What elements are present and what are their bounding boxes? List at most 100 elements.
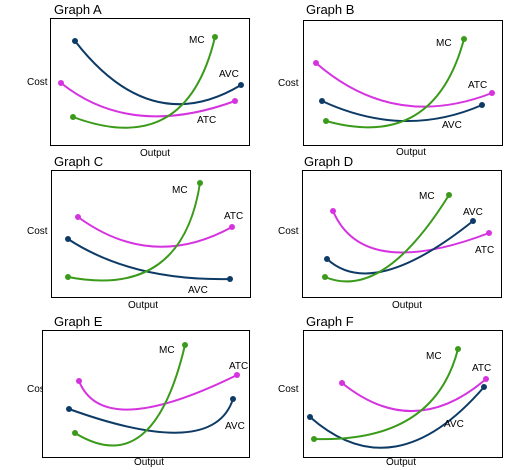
graph-b-ylabel: Cost: [278, 78, 299, 89]
graph-c-atc-start-dot: [75, 214, 81, 220]
graph-c-atc-label: ATC: [224, 211, 243, 222]
graph-d-svg: MC AVC ATC: [322, 191, 494, 283]
graph-e-panel: Graph E Cost MC ATC AVC Output: [0, 312, 252, 470]
graph-f-panel: Graph F Cost MC ATC AVC Output: [250, 312, 505, 470]
graph-c-svg: MC ATC AVC: [65, 180, 243, 296]
graph-f-atc-curve: [341, 378, 487, 412]
graph-f-xlabel: Output: [386, 457, 417, 468]
graph-c-plot: MC ATC AVC: [51, 170, 251, 298]
graph-b-atc-end-dot: [489, 90, 495, 96]
graph-c-avc-curve: [67, 238, 231, 281]
graph-f-avc-curve: [309, 386, 485, 449]
graph-d-xlabel: Output: [392, 300, 423, 311]
graph-e-svg: MC ATC AVC: [66, 342, 248, 447]
graph-a-mc-end-dot: [212, 34, 218, 40]
graph-c-panel: Graph C Cost MC ATC AVC Output: [0, 152, 252, 312]
graph-e-atc-start-dot: [76, 378, 82, 384]
graph-b-mc-curve: [325, 38, 465, 129]
graph-c-xlabel: Output: [128, 300, 159, 311]
graph-e-plot: MC ATC AVC: [42, 330, 250, 458]
graph-b-avc-end-dot: [479, 102, 485, 108]
graph-c-mc-end-dot: [197, 180, 203, 186]
graph-f-atc-label: ATC: [472, 363, 491, 374]
graph-b-avc-label: AVC: [442, 120, 462, 131]
graph-e-avc-end-dot: [230, 396, 236, 402]
graph-f-mc-end-dot: [455, 346, 461, 352]
graph-d-plot: MC AVC ATC: [302, 170, 502, 298]
graph-d-avc-start-dot: [324, 256, 330, 262]
graph-d-atc-label: ATC: [475, 245, 494, 256]
graph-a-ylabel: Cost: [27, 77, 48, 88]
graph-d-mc-label: MC: [419, 191, 435, 202]
graph-b-atc-start-dot: [313, 60, 319, 66]
graph-a-panel: Graph A Cost MC AVC ATC Output: [0, 0, 250, 160]
graph-f-title: Graph F: [306, 314, 354, 329]
graph-c-atc-curve: [77, 216, 233, 248]
graph-e-avc-label: AVC: [225, 421, 245, 432]
graph-d-mc-curve: [324, 194, 450, 283]
graph-a-plot: MC AVC ATC: [50, 18, 250, 146]
graph-f-mc-start-dot: [311, 436, 317, 442]
graph-b-panel: Graph B Cost MC ATC AVC Output: [250, 0, 505, 160]
graph-c-mc-label: MC: [172, 185, 188, 196]
graph-a-avc-start-dot: [72, 38, 78, 44]
graph-c-avc-label: AVC: [188, 285, 208, 296]
graph-b-atc-curve: [315, 62, 493, 108]
graph-a-avc-curve: [74, 40, 242, 106]
graph-d-title: Graph D: [304, 154, 354, 169]
graph-e-avc-curve: [68, 398, 234, 434]
graph-e-ylabel: Cost: [27, 384, 48, 395]
graph-f-atc-start-dot: [339, 380, 345, 386]
graph-e-atc-label: ATC: [229, 361, 248, 372]
graph-c-avc-start-dot: [65, 236, 71, 242]
graph-d-atc-end-dot: [486, 230, 492, 236]
graph-c-mc-curve: [67, 182, 201, 282]
graph-b-mc-end-dot: [461, 36, 467, 42]
graph-a-svg: MC AVC ATC: [58, 34, 244, 129]
graph-a-avc-end-dot: [238, 82, 244, 88]
graph-d-panel: Graph D Cost MC AVC ATC Output: [250, 152, 505, 314]
graph-b-svg: MC ATC AVC: [313, 36, 495, 131]
graph-d-mc-start-dot: [322, 274, 328, 280]
graph-f-atc-end-dot: [483, 376, 489, 382]
graph-e-atc-end-dot: [234, 372, 240, 378]
graph-a-avc-label: AVC: [219, 69, 239, 80]
graph-a-mc-label: MC: [189, 35, 205, 46]
graph-e-atc-curve: [78, 374, 238, 411]
graph-e-mc-start-dot: [72, 430, 78, 436]
graph-a-atc-start-dot: [58, 80, 64, 86]
graph-d-avc-curve: [326, 220, 474, 275]
graph-a-atc-label: ATC: [197, 115, 216, 126]
graph-a-atc-end-dot: [232, 98, 238, 104]
graph-f-ylabel: Cost: [278, 384, 299, 395]
graph-e-mc-end-dot: [182, 342, 188, 348]
graph-d-avc-label: AVC: [463, 207, 483, 218]
graph-c-mc-start-dot: [65, 274, 71, 280]
graph-b-xlabel: Output: [396, 147, 427, 158]
graph-b-plot: MC ATC AVC: [303, 20, 503, 146]
graph-c-avc-end-dot: [227, 276, 233, 282]
graph-e-avc-start-dot: [66, 406, 72, 412]
graph-d-ylabel: Cost: [278, 226, 299, 237]
graph-a-mc-start-dot: [70, 114, 76, 120]
graph-b-avc-start-dot: [319, 98, 325, 104]
graph-a-xlabel: Output: [140, 148, 171, 159]
graph-f-mc-label: MC: [426, 351, 442, 362]
graph-d-mc-end-dot: [446, 192, 452, 198]
graph-b-title: Graph B: [306, 2, 355, 17]
graph-f-avc-end-dot: [481, 384, 487, 390]
graph-e-mc-curve: [74, 344, 186, 447]
graph-f-plot: MC ATC AVC: [303, 330, 503, 458]
graph-f-avc-start-dot: [307, 414, 313, 420]
graph-a-title: Graph A: [54, 2, 102, 17]
graph-d-atc-start-dot: [330, 208, 336, 214]
graph-e-xlabel: Output: [134, 457, 165, 468]
graph-e-title: Graph E: [54, 314, 103, 329]
graph-c-atc-end-dot: [229, 224, 235, 230]
graph-c-title: Graph C: [54, 154, 104, 169]
graph-f-svg: MC ATC AVC: [307, 346, 491, 449]
graph-a-atc-curve: [60, 82, 236, 118]
graph-b-atc-label: ATC: [468, 80, 487, 91]
graph-f-avc-label: AVC: [444, 419, 464, 430]
graph-d-avc-end-dot: [470, 218, 476, 224]
